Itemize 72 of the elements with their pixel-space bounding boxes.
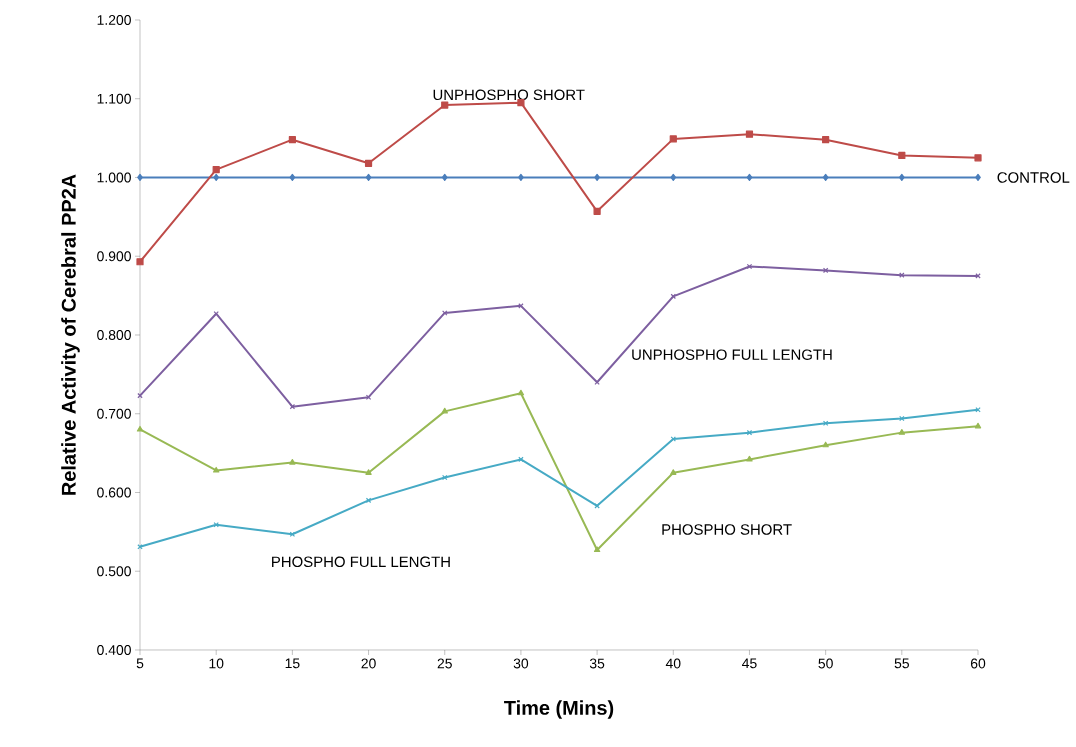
point [136, 258, 144, 266]
x-tick-label: 5 [136, 658, 144, 669]
x-tick-label: 30 [513, 658, 529, 669]
point [898, 173, 905, 182]
point [442, 474, 448, 481]
point [670, 293, 676, 300]
x-tick-label: 20 [361, 658, 376, 669]
point [745, 130, 754, 138]
point [364, 159, 373, 167]
x-tick-label: 50 [818, 658, 833, 669]
point [822, 420, 829, 426]
x-tick-label: 60 [970, 658, 986, 669]
point [365, 469, 372, 475]
point [593, 546, 601, 553]
point [822, 136, 830, 144]
point [213, 311, 219, 317]
point [822, 173, 829, 182]
y-tick-label: 0.800 [97, 330, 131, 340]
point [898, 151, 906, 160]
point [669, 135, 677, 143]
point [746, 429, 753, 436]
point [365, 173, 372, 182]
point [289, 531, 296, 537]
point [670, 436, 676, 442]
series-label: CONTROL [997, 172, 1070, 183]
y-tick-label: 0.500 [97, 566, 131, 577]
point [441, 173, 448, 182]
y-tick-label: 0.700 [97, 408, 131, 419]
series-label: PHOSPHO SHORT [662, 524, 792, 535]
point [441, 407, 448, 414]
point [517, 389, 525, 396]
x-tick-label: 45 [742, 658, 757, 669]
point [442, 310, 448, 316]
y-axis-title: Relative Activity of Cerebral PP2A [61, 174, 80, 495]
point [822, 441, 829, 448]
point [899, 415, 905, 422]
x-tick-label: 35 [589, 658, 605, 669]
y-tick-label: 1.200 [97, 15, 131, 25]
point [974, 154, 982, 162]
y-tick-label: 0.400 [97, 645, 131, 655]
series-label: UNPHOSPHO SHORT [433, 89, 585, 101]
point [518, 456, 524, 463]
point [898, 429, 906, 435]
point [365, 497, 372, 504]
point [212, 166, 220, 174]
y-tick-label: 1.100 [97, 93, 131, 104]
series-label: PHOSPHO FULL LENGTH [272, 556, 450, 568]
x-tick-label: 10 [209, 658, 224, 669]
x-tick-label: 40 [665, 658, 681, 669]
point [289, 173, 296, 182]
point [212, 466, 220, 473]
point [594, 379, 600, 385]
x-tick-label: 15 [285, 658, 300, 669]
point [441, 101, 449, 109]
point [593, 207, 601, 215]
x-tick-label: 25 [437, 658, 452, 669]
point [670, 173, 677, 182]
point [746, 173, 753, 182]
point [365, 394, 372, 400]
point [288, 136, 296, 144]
point [136, 425, 144, 432]
point [670, 469, 677, 475]
series-label: UNPHOSPHO FULL LENGTH [632, 349, 832, 360]
point [289, 458, 296, 465]
point [213, 173, 220, 182]
x-tick-label: 55 [894, 658, 909, 669]
x-axis-title: Time (Mins) [504, 700, 614, 719]
y-tick-label: 1.000 [97, 172, 131, 183]
point [746, 455, 753, 462]
y-tick-label: 0.900 [97, 251, 131, 262]
point [974, 422, 982, 429]
y-tick-label: 0.600 [97, 487, 131, 498]
